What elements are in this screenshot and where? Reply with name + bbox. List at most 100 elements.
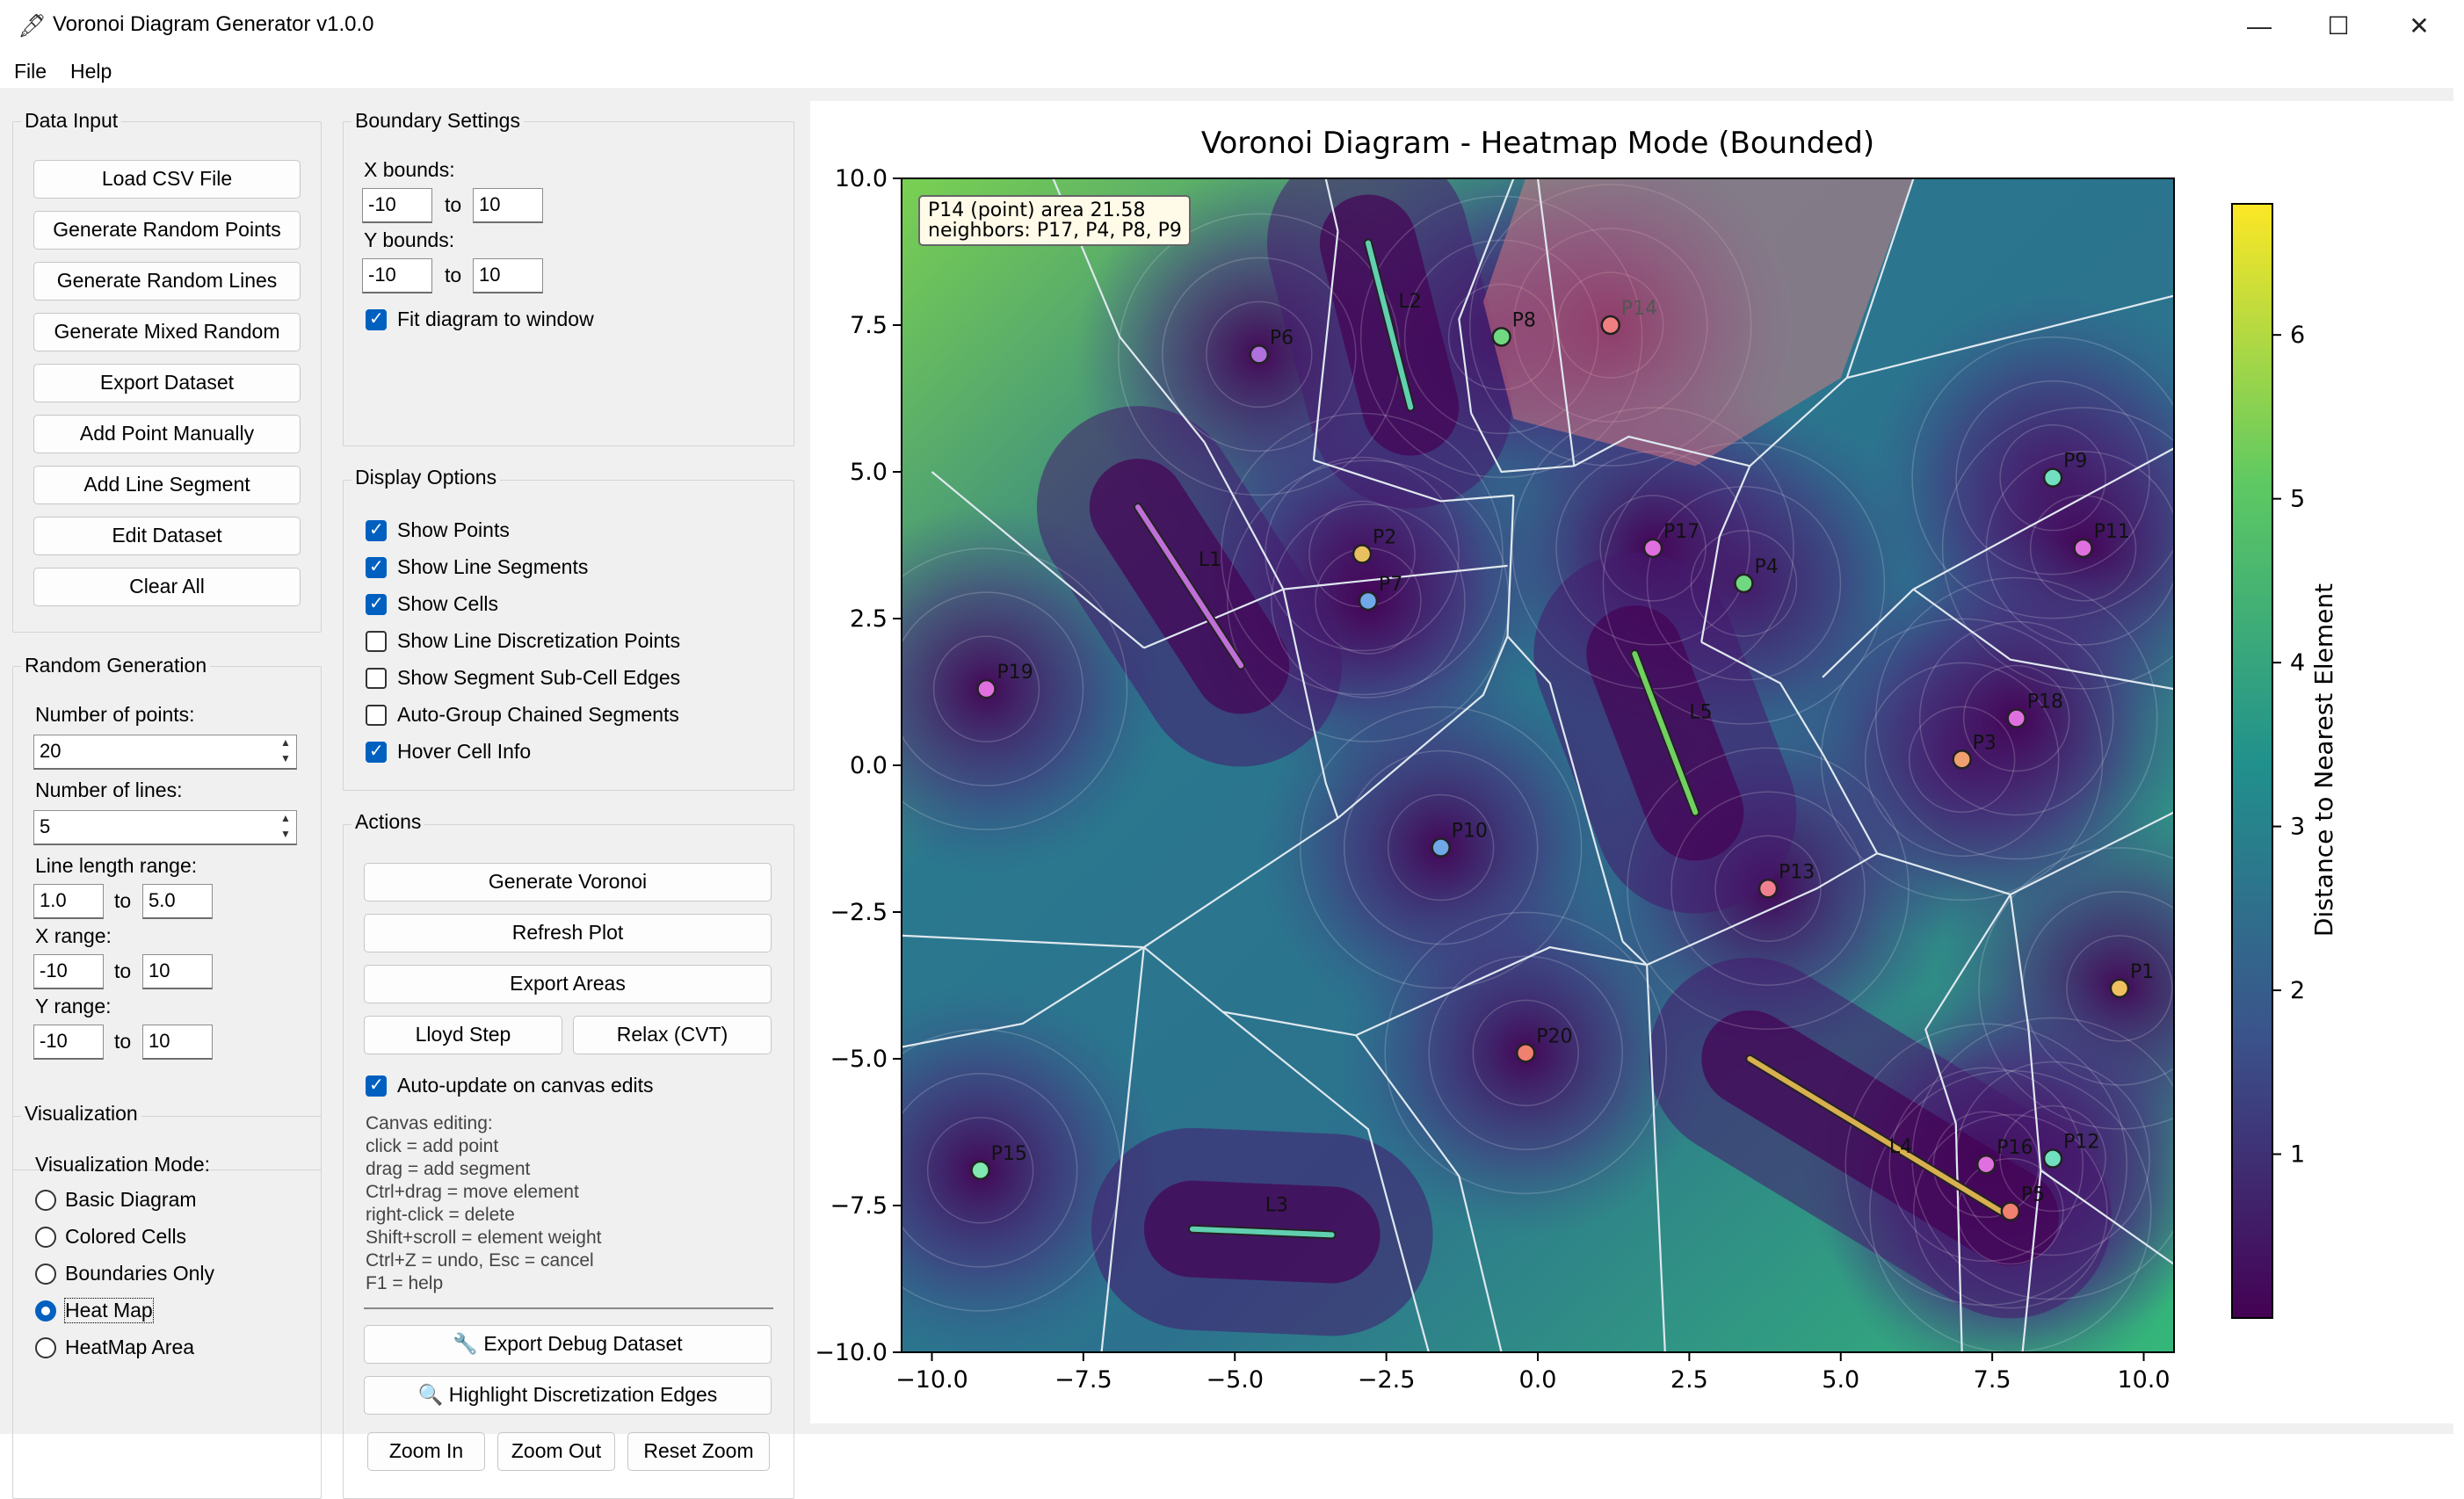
point-p20[interactable] xyxy=(1515,1043,1536,1063)
voronoi-chart[interactable]: Voronoi Diagram - Heatmap Mode (Bounded)… xyxy=(810,101,2453,1423)
point-p8[interactable] xyxy=(1491,327,1511,347)
fit-window-label[interactable]: Fit diagram to window xyxy=(397,308,594,330)
y-range-min-input[interactable]: -10 xyxy=(33,1025,104,1060)
mode-heatmap-area-label[interactable]: HeatMap Area xyxy=(65,1336,195,1358)
point-p5[interactable] xyxy=(2000,1201,2021,1221)
display-options-title: Display Options xyxy=(351,466,501,489)
hover-info-label[interactable]: Hover Cell Info xyxy=(397,740,532,763)
show-segments-label[interactable]: Show Line Segments xyxy=(397,555,589,578)
export-debug-button[interactable]: 🔧 Export Debug Dataset xyxy=(364,1325,772,1364)
auto-update-checkbox[interactable] xyxy=(366,1074,387,1097)
export-debug-label: Export Debug Dataset xyxy=(483,1332,683,1355)
point-p6[interactable] xyxy=(1249,344,1270,365)
point-p19[interactable] xyxy=(976,678,996,699)
show-discretization-checkbox[interactable] xyxy=(366,631,387,652)
maximize-button[interactable]: ☐ xyxy=(2327,12,2350,40)
cell-edge xyxy=(2009,894,2042,1352)
y-bounds-max-input[interactable]: 10 xyxy=(473,258,543,293)
generate-voronoi-button[interactable]: Generate Voronoi xyxy=(364,863,772,902)
point-p16[interactable] xyxy=(1975,1154,1997,1175)
highlight-edges-button[interactable]: 🔍 Highlight Discretization Edges xyxy=(364,1376,772,1415)
mode-heatmap-area-radio[interactable] xyxy=(35,1337,56,1358)
mode-colored-label[interactable]: Colored Cells xyxy=(65,1225,187,1248)
point-p11[interactable] xyxy=(2073,538,2093,559)
num-points-input[interactable]: 20 xyxy=(33,735,297,770)
mode-heatmap-radio[interactable] xyxy=(35,1300,56,1322)
zoom-out-button[interactable]: Zoom Out xyxy=(497,1432,615,1471)
auto-update-label[interactable]: Auto-update on canvas edits xyxy=(397,1074,654,1097)
auto-group-checkbox[interactable] xyxy=(366,705,387,726)
cell-edge xyxy=(1282,589,1339,819)
lloyd-step-button[interactable]: Lloyd Step xyxy=(364,1016,562,1054)
auto-group-label[interactable]: Auto-Group Chained Segments xyxy=(397,703,679,726)
point-p2[interactable] xyxy=(1352,544,1373,564)
mode-boundaries-label[interactable]: Boundaries Only xyxy=(65,1262,215,1285)
zoom-in-button[interactable]: Zoom In xyxy=(367,1432,485,1471)
x-range-max-input[interactable]: 10 xyxy=(142,954,213,989)
edit-dataset-button[interactable]: Edit Dataset xyxy=(33,517,301,555)
point-p4[interactable] xyxy=(1734,573,1754,594)
y-range-max-input[interactable]: 10 xyxy=(142,1025,213,1060)
show-discretization-label[interactable]: Show Line Discretization Points xyxy=(397,629,681,652)
show-cells-checkbox[interactable] xyxy=(366,592,387,615)
line-length-max-input[interactable]: 5.0 xyxy=(142,884,213,919)
show-cells-label[interactable]: Show Cells xyxy=(397,592,499,615)
tooltip-line-1: P14 (point) area 21.58 xyxy=(928,199,1146,221)
mode-basic-label[interactable]: Basic Diagram xyxy=(65,1188,197,1211)
show-points-checkbox[interactable] xyxy=(366,518,387,541)
mode-heatmap-label[interactable]: Heat Map xyxy=(64,1298,154,1323)
menu-file[interactable]: File xyxy=(14,60,47,83)
point-p3[interactable] xyxy=(1952,750,1972,770)
minimize-button[interactable]: — xyxy=(2247,12,2272,40)
segment-l5[interactable] xyxy=(1632,651,1699,815)
show-segments-checkbox[interactable] xyxy=(366,555,387,578)
relax-cvt-button[interactable]: Relax (CVT) xyxy=(573,1016,772,1054)
segment-l1[interactable] xyxy=(1134,504,1244,669)
menu-help[interactable]: Help xyxy=(70,60,112,83)
num-points-spinner[interactable]: ▲ ▼ xyxy=(280,736,291,764)
show-subcell-edges-label[interactable]: Show Segment Sub-Cell Edges xyxy=(397,666,681,689)
point-p9[interactable] xyxy=(2042,467,2063,488)
add-line-segment-button[interactable]: Add Line Segment xyxy=(33,466,301,504)
num-lines-input[interactable]: 5 xyxy=(33,810,297,845)
point-p7[interactable] xyxy=(1358,590,1379,612)
export-dataset-button[interactable]: Export Dataset xyxy=(33,364,301,402)
load-csv-button[interactable]: Load CSV File xyxy=(33,160,301,199)
point-p1[interactable] xyxy=(2109,978,2130,999)
x-bounds-min-input[interactable]: -10 xyxy=(362,188,432,223)
fit-window-checkbox[interactable] xyxy=(366,308,387,330)
point-p17[interactable] xyxy=(1642,538,1663,559)
add-point-manually-button[interactable]: Add Point Manually xyxy=(33,415,301,453)
num-lines-spinner[interactable]: ▲ ▼ xyxy=(280,812,291,840)
x-tick-label: −10.0 xyxy=(895,1366,968,1394)
point-p10[interactable] xyxy=(1431,837,1451,858)
show-points-label[interactable]: Show Points xyxy=(397,518,510,541)
colorbar-tick-label: 1 xyxy=(2290,1141,2305,1169)
hover-info-checkbox[interactable] xyxy=(366,740,387,763)
mode-basic-radio[interactable] xyxy=(35,1190,56,1211)
segment-l3[interactable] xyxy=(1189,1226,1335,1238)
point-p15[interactable] xyxy=(970,1160,990,1181)
show-subcell-edges-checkbox[interactable] xyxy=(366,668,387,689)
x-range-min-input[interactable]: -10 xyxy=(33,954,104,989)
segment-l2[interactable] xyxy=(1365,240,1414,410)
point-p13[interactable] xyxy=(1757,879,1779,899)
point-p18[interactable] xyxy=(2006,708,2026,728)
generate-random-lines-button[interactable]: Generate Random Lines xyxy=(33,262,301,301)
close-button[interactable]: ✕ xyxy=(2409,12,2430,40)
refresh-plot-button[interactable]: Refresh Plot xyxy=(364,914,772,952)
mode-colored-radio[interactable] xyxy=(35,1227,56,1248)
point-p12[interactable] xyxy=(2042,1148,2063,1169)
y-bounds-min-input[interactable]: -10 xyxy=(362,258,432,293)
plot-canvas[interactable]: Voronoi Diagram - Heatmap Mode (Bounded)… xyxy=(810,101,2453,1423)
point-p14[interactable] xyxy=(1600,315,1620,336)
generate-mixed-random-button[interactable]: Generate Mixed Random xyxy=(33,313,301,351)
reset-zoom-button[interactable]: Reset Zoom xyxy=(627,1432,770,1471)
x-bounds-max-input[interactable]: 10 xyxy=(473,188,543,223)
generate-random-points-button[interactable]: Generate Random Points xyxy=(33,211,301,250)
clear-all-button[interactable]: Clear All xyxy=(33,568,301,606)
mode-boundaries-radio[interactable] xyxy=(35,1264,56,1285)
line-length-min-input[interactable]: 1.0 xyxy=(33,884,104,919)
export-areas-button[interactable]: Export Areas xyxy=(364,965,772,1003)
segment-l4[interactable] xyxy=(1747,1056,2013,1220)
